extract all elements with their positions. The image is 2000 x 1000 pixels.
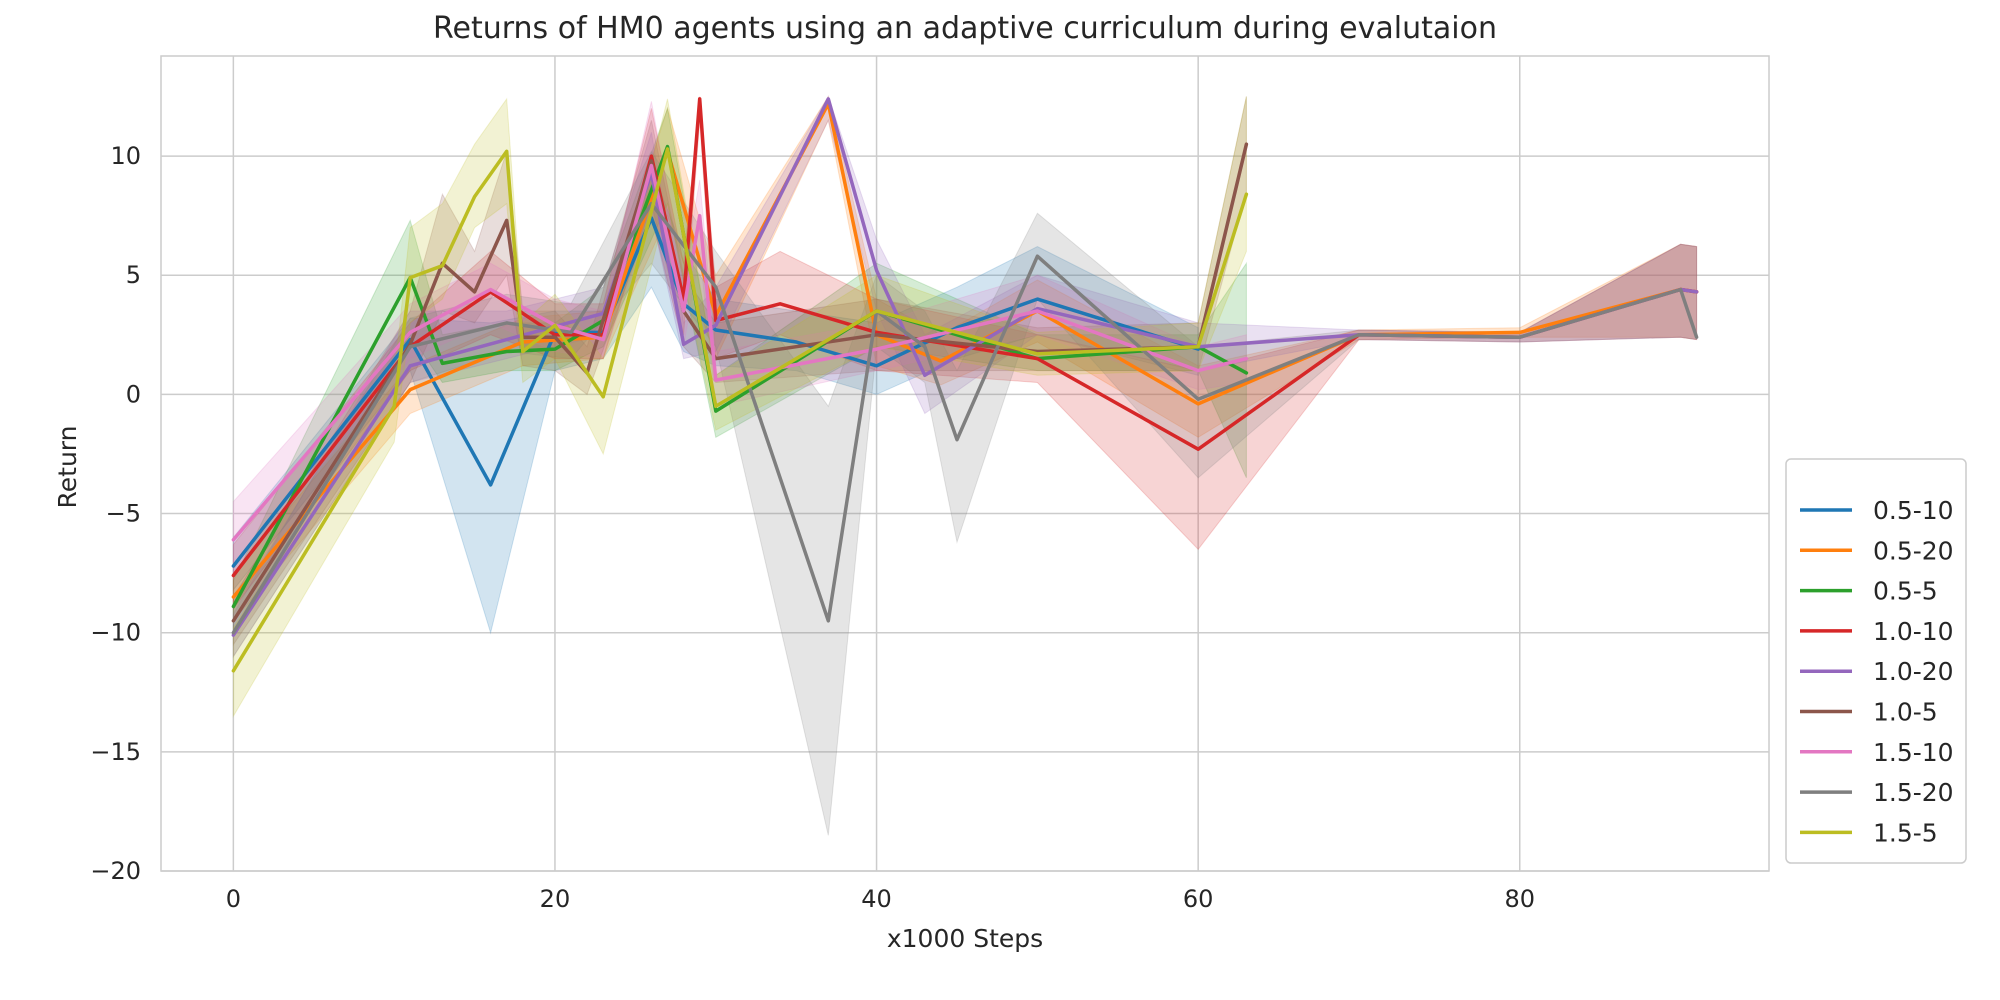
legend-label: 1.0-20 (1873, 657, 1954, 686)
x-tick-label: 0 (226, 885, 241, 913)
legend-item-0.5-20: 0.5-20 (1800, 536, 1954, 565)
legend-label: 1.5-5 (1873, 818, 1938, 847)
series-lines (231, 97, 1699, 673)
legend-label: 1.5-20 (1873, 778, 1954, 807)
legend-item-1.5-5: 1.5-5 (1800, 818, 1938, 847)
confidence-bands (232, 95, 1698, 836)
confidence-band-1.5-5 (232, 96, 1247, 718)
y-tick-label: 0 (126, 380, 141, 408)
legend-label: 1.0-10 (1873, 617, 1954, 646)
x-axis-label: x1000 Steps (887, 924, 1043, 953)
tick-labels: 0 20 40 60 80 −20 −15 −10 −5 0 5 10 (90, 142, 1535, 913)
legend-item-1.0-5: 1.0-5 (1800, 698, 1938, 727)
legend-label: 1.0-5 (1873, 698, 1938, 727)
series-line-1.5-5 (231, 147, 1249, 673)
y-axis-label: Return (53, 426, 82, 509)
x-tick-label: 40 (861, 885, 892, 913)
confidence-band-0.5-20 (232, 95, 1698, 623)
legend: 0.5-10 0.5-20 0.5-5 1.0-10 1.0-20 1.0-5 1.5-10… (1785, 458, 1967, 864)
y-tick-label: 5 (126, 261, 141, 289)
series-line-1.5-10 (231, 163, 1249, 542)
chart-title: Returns of HM0 agents using an adaptive … (433, 11, 1497, 46)
legend-label: 0.5-10 (1873, 496, 1954, 525)
series-line-1.5-20 (231, 201, 1699, 635)
legend-label: 1.5-10 (1873, 738, 1954, 767)
confidence-band-1.0-5 (232, 96, 1247, 647)
legend-label: 0.5-20 (1873, 536, 1954, 565)
legend-item-1.5-10: 1.5-10 (1800, 738, 1954, 767)
y-tick-label: −5 (106, 500, 141, 528)
legend-item-0.5-5: 0.5-5 (1800, 577, 1938, 606)
confidence-band-0.5-5 (232, 106, 1247, 635)
y-tick-label: −15 (90, 738, 141, 766)
x-tick-label: 80 (1504, 885, 1535, 913)
legend-item-1.5-20: 1.5-20 (1800, 778, 1954, 807)
y-tick-label: −10 (90, 619, 141, 647)
series-line-0.5-5 (231, 144, 1249, 609)
legend-item-1.0-20: 1.0-20 (1800, 657, 1954, 686)
legend-item-1.0-10: 1.0-10 (1800, 617, 1954, 646)
x-tick-label: 60 (1183, 885, 1214, 913)
legend-label: 0.5-5 (1873, 577, 1938, 606)
y-tick-label: −20 (90, 857, 141, 885)
legend-box (1785, 458, 1967, 864)
x-tick-label: 20 (540, 885, 571, 913)
legend-item-0.5-10: 0.5-10 (1800, 496, 1954, 525)
y-tick-label: 10 (110, 142, 141, 170)
plot-frame (160, 55, 1770, 872)
